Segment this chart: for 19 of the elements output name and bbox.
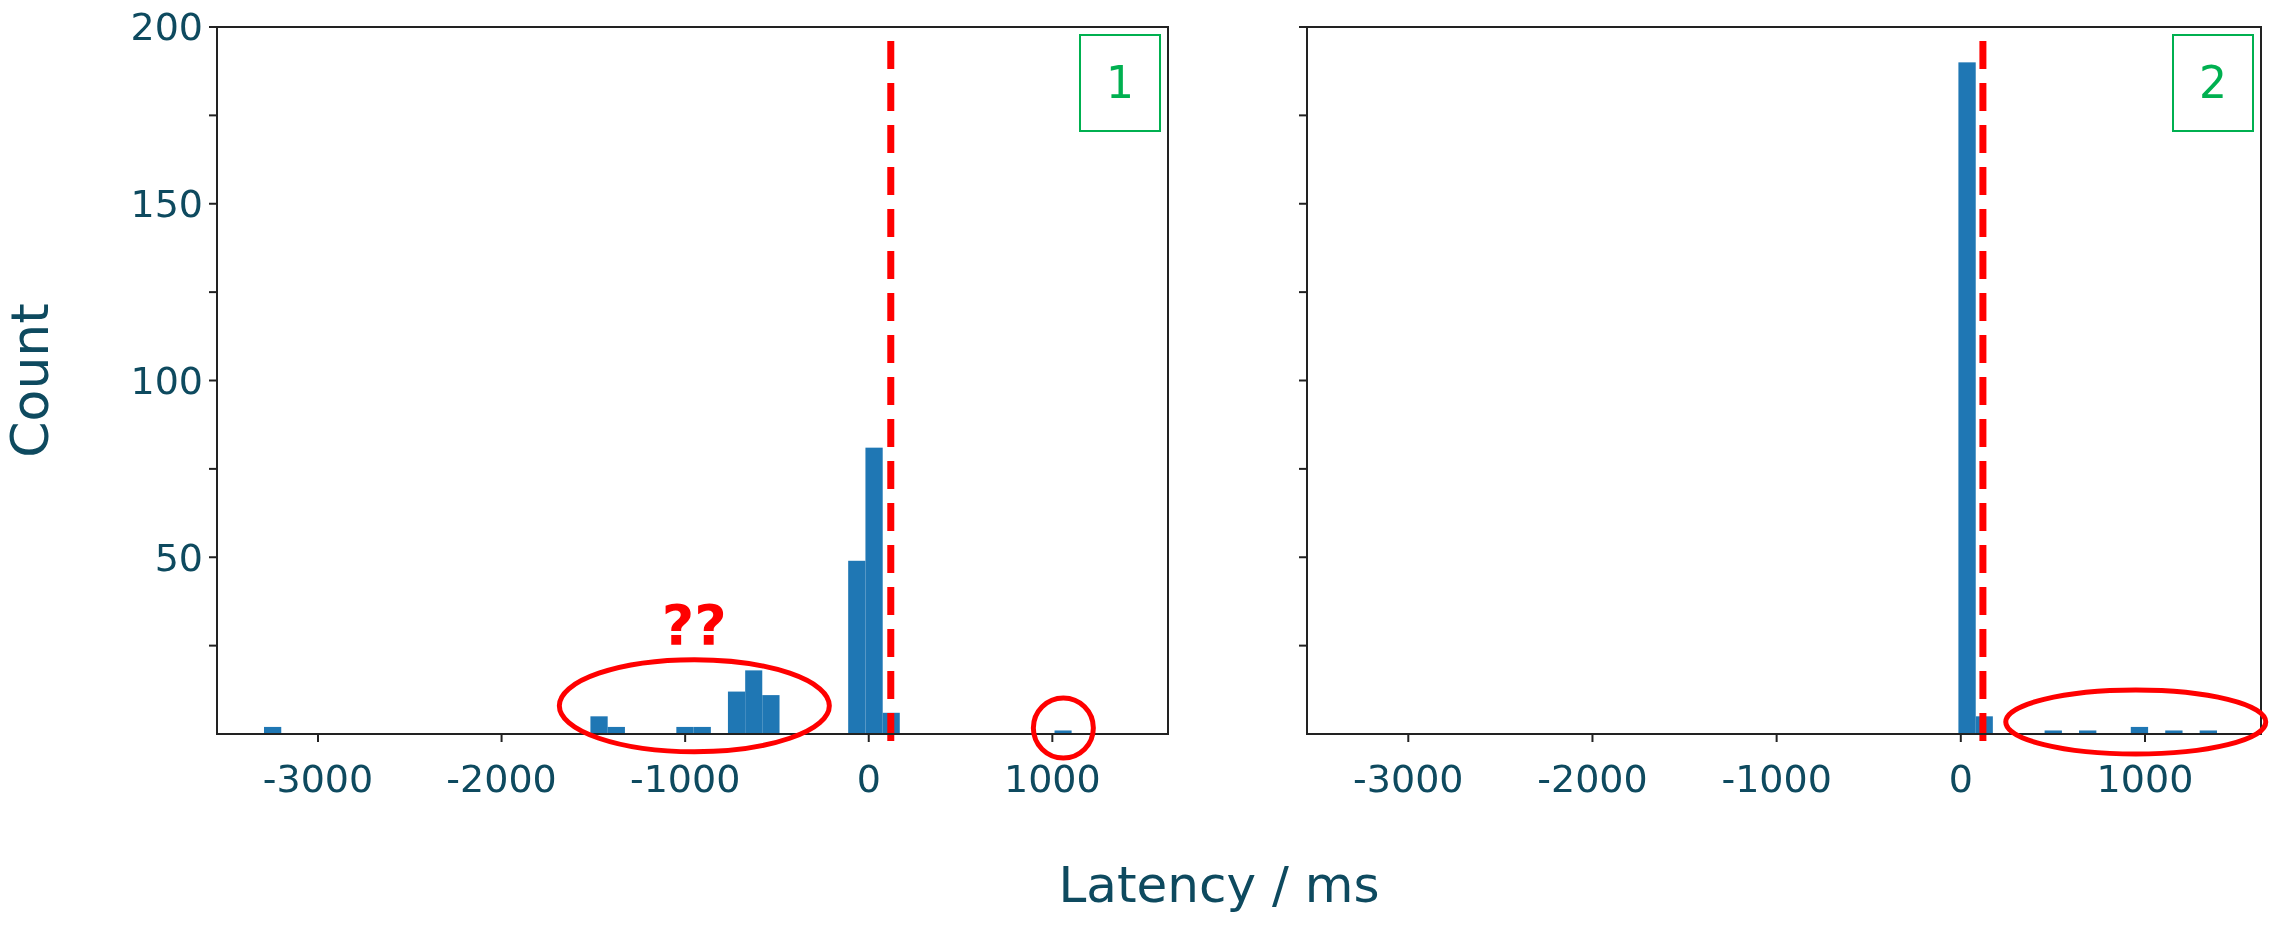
x-tick-label: -3000 [1353,757,1464,801]
y-tick-label: 150 [130,182,203,227]
x-tick-label: -2000 [446,757,557,801]
x-tick-label: -1000 [1721,757,1832,801]
y-tick-label: 200 [130,5,203,50]
annotation: 1 [1106,57,1134,109]
x-tick-label: 1000 [1003,757,1101,801]
x-tick-label: 1000 [2096,757,2194,801]
y-tick-label: 100 [130,358,203,403]
x-tick-label: -1000 [629,757,741,801]
x-tick-label: 0 [1948,757,1973,801]
x-axis-title: Latency / ms [1058,856,1380,914]
annotation: ?? [661,591,727,657]
x-tick-label: -3000 [262,757,374,801]
y-tick-label: 50 [154,535,203,580]
x-tick-label: 0 [856,757,881,801]
x-tick-label: -2000 [1537,757,1648,801]
annotation: 2 [2199,57,2227,109]
y-axis-title: Count [0,303,60,458]
